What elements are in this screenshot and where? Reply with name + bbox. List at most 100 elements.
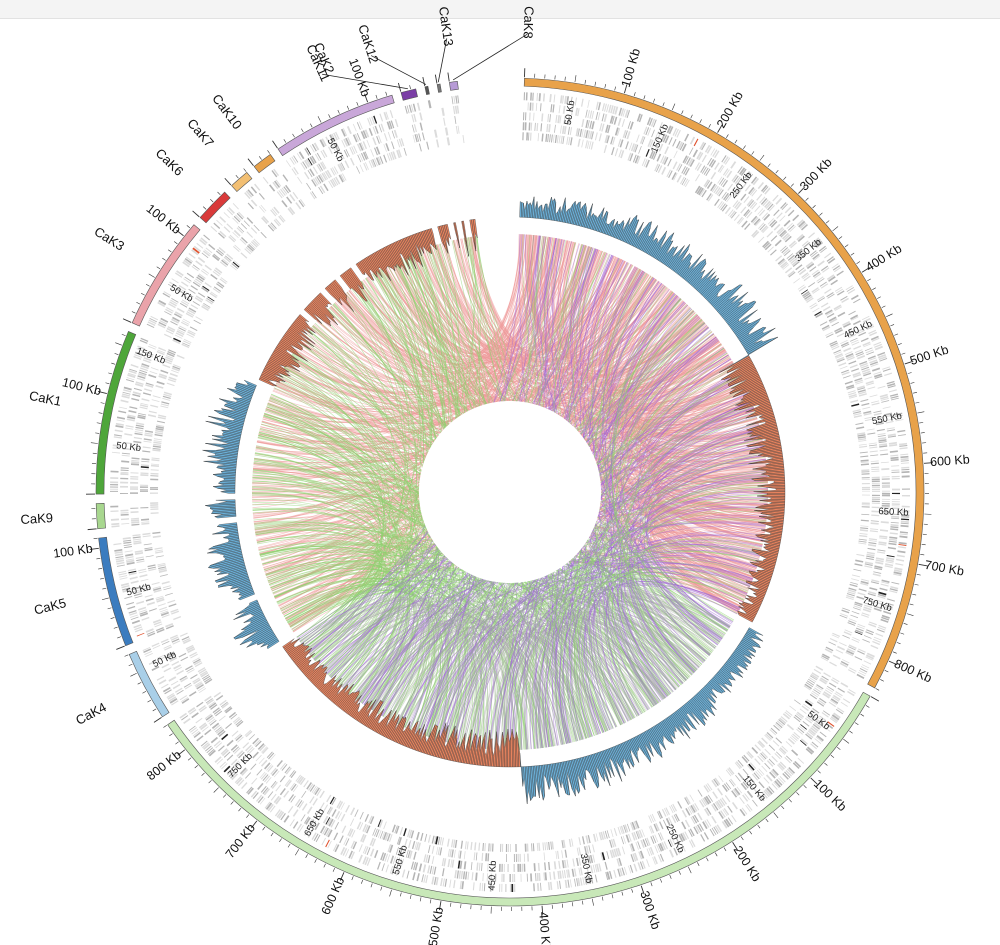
feature-track-mark — [756, 193, 763, 201]
feature-track-mark — [890, 526, 899, 529]
feature-track-mark — [150, 506, 159, 508]
synteny-link — [594, 257, 761, 438]
feature-track-mark — [869, 587, 878, 591]
feature-track-mark — [543, 852, 546, 861]
feature-track-mark — [579, 877, 583, 886]
synteny-link — [327, 613, 565, 745]
feature-track-mark — [661, 166, 667, 175]
feature-track-mark — [867, 386, 876, 390]
feature-track-mark — [868, 543, 877, 547]
feature-track-mark — [120, 481, 129, 484]
feature-track-mark — [881, 478, 890, 480]
synteny-link — [642, 343, 764, 454]
feature-track-mark — [617, 117, 622, 126]
feature-track-mark — [558, 860, 561, 869]
synteny-link — [536, 438, 763, 749]
feature-track-mark — [751, 747, 759, 754]
feature-track-mark — [672, 161, 678, 170]
feature-track-mark — [138, 568, 147, 572]
feature-track-mark — [831, 321, 839, 327]
feature-track-mark — [879, 449, 888, 452]
feature-track-mark — [358, 844, 363, 852]
feature-track-mark — [374, 850, 379, 859]
synteny-link — [404, 545, 761, 728]
feature-track-mark — [191, 712, 199, 719]
feature-track-mark — [891, 581, 900, 585]
synteny-link — [518, 494, 768, 750]
synteny-link — [575, 537, 763, 739]
feature-track-mark — [881, 484, 890, 487]
feature-track-mark — [594, 132, 598, 141]
synteny-link — [614, 291, 716, 649]
feature-track-mark — [881, 494, 890, 497]
feature-track-mark — [545, 133, 548, 142]
feature-track-mark — [121, 452, 130, 455]
feature-track-mark — [359, 811, 364, 820]
synteny-link — [254, 452, 410, 713]
feature-track-mark — [125, 553, 134, 557]
feature-track-mark — [889, 532, 898, 535]
feature-track-mark — [479, 882, 482, 891]
synteny-link — [478, 623, 667, 749]
feature-track-mark — [860, 525, 869, 527]
feature-track-mark — [215, 694, 224, 701]
feature-track-mark — [849, 364, 858, 369]
synteny-link — [503, 640, 508, 750]
feature-track-mark — [489, 843, 492, 852]
feature-track-mark — [595, 111, 599, 120]
feature-track-mark — [621, 846, 626, 855]
feature-track-mark — [369, 848, 375, 857]
feature-track-mark — [706, 181, 713, 190]
feature-track-mark — [773, 724, 780, 732]
synteny-link — [467, 599, 720, 747]
synteny-link — [611, 567, 750, 708]
feature-track-mark — [214, 756, 222, 763]
feature-track-mark — [684, 819, 690, 828]
feature-track-mark — [131, 519, 140, 522]
feature-track-mark — [871, 496, 880, 499]
feature-track-mark — [377, 861, 381, 870]
synteny-link — [532, 507, 768, 749]
feature-track-mark — [488, 843, 490, 852]
feature-track-mark — [141, 616, 150, 621]
feature-track-mark — [809, 694, 818, 700]
feature-track-mark — [498, 863, 501, 872]
synteny-link — [277, 578, 587, 739]
feature-track-mark — [860, 519, 869, 522]
feature-track-mark — [420, 832, 424, 841]
feature-track-mark — [860, 461, 869, 463]
feature-track-mark — [168, 603, 177, 608]
feature-track-mark — [550, 134, 553, 143]
synteny-link — [308, 291, 407, 654]
feature-track-mark — [131, 619, 140, 625]
synteny-link — [267, 554, 381, 641]
synteny-link — [412, 562, 754, 732]
feature-track-mark — [440, 877, 443, 887]
feature-track-mark — [541, 113, 544, 122]
feature-track-mark — [726, 170, 733, 179]
feature-track-mark — [566, 859, 569, 868]
feature-track-mark — [251, 777, 258, 785]
synteny-link — [430, 514, 767, 738]
feature-track-mark — [111, 451, 120, 454]
feature-track-mark — [526, 132, 529, 141]
synteny-link — [608, 301, 685, 687]
feature-track-mark — [279, 788, 286, 796]
feature-track-mark — [667, 158, 672, 167]
synteny-link — [431, 609, 699, 738]
feature-track-mark — [120, 473, 129, 476]
feature-track-mark — [226, 754, 234, 761]
synteny-link — [392, 593, 724, 723]
feature-track-mark — [871, 402, 880, 406]
synteny-link — [603, 310, 694, 705]
synteny-link — [636, 474, 768, 664]
synteny-link — [267, 563, 508, 750]
synteny-link — [312, 604, 606, 732]
feature-track-mark — [115, 555, 124, 559]
feature-track-mark — [767, 218, 775, 225]
feature-track-mark — [871, 480, 880, 483]
synteny-link — [629, 507, 768, 681]
feature-track-mark — [472, 882, 475, 891]
feature-track-mark — [882, 406, 891, 409]
feature-track-mark — [869, 394, 878, 398]
